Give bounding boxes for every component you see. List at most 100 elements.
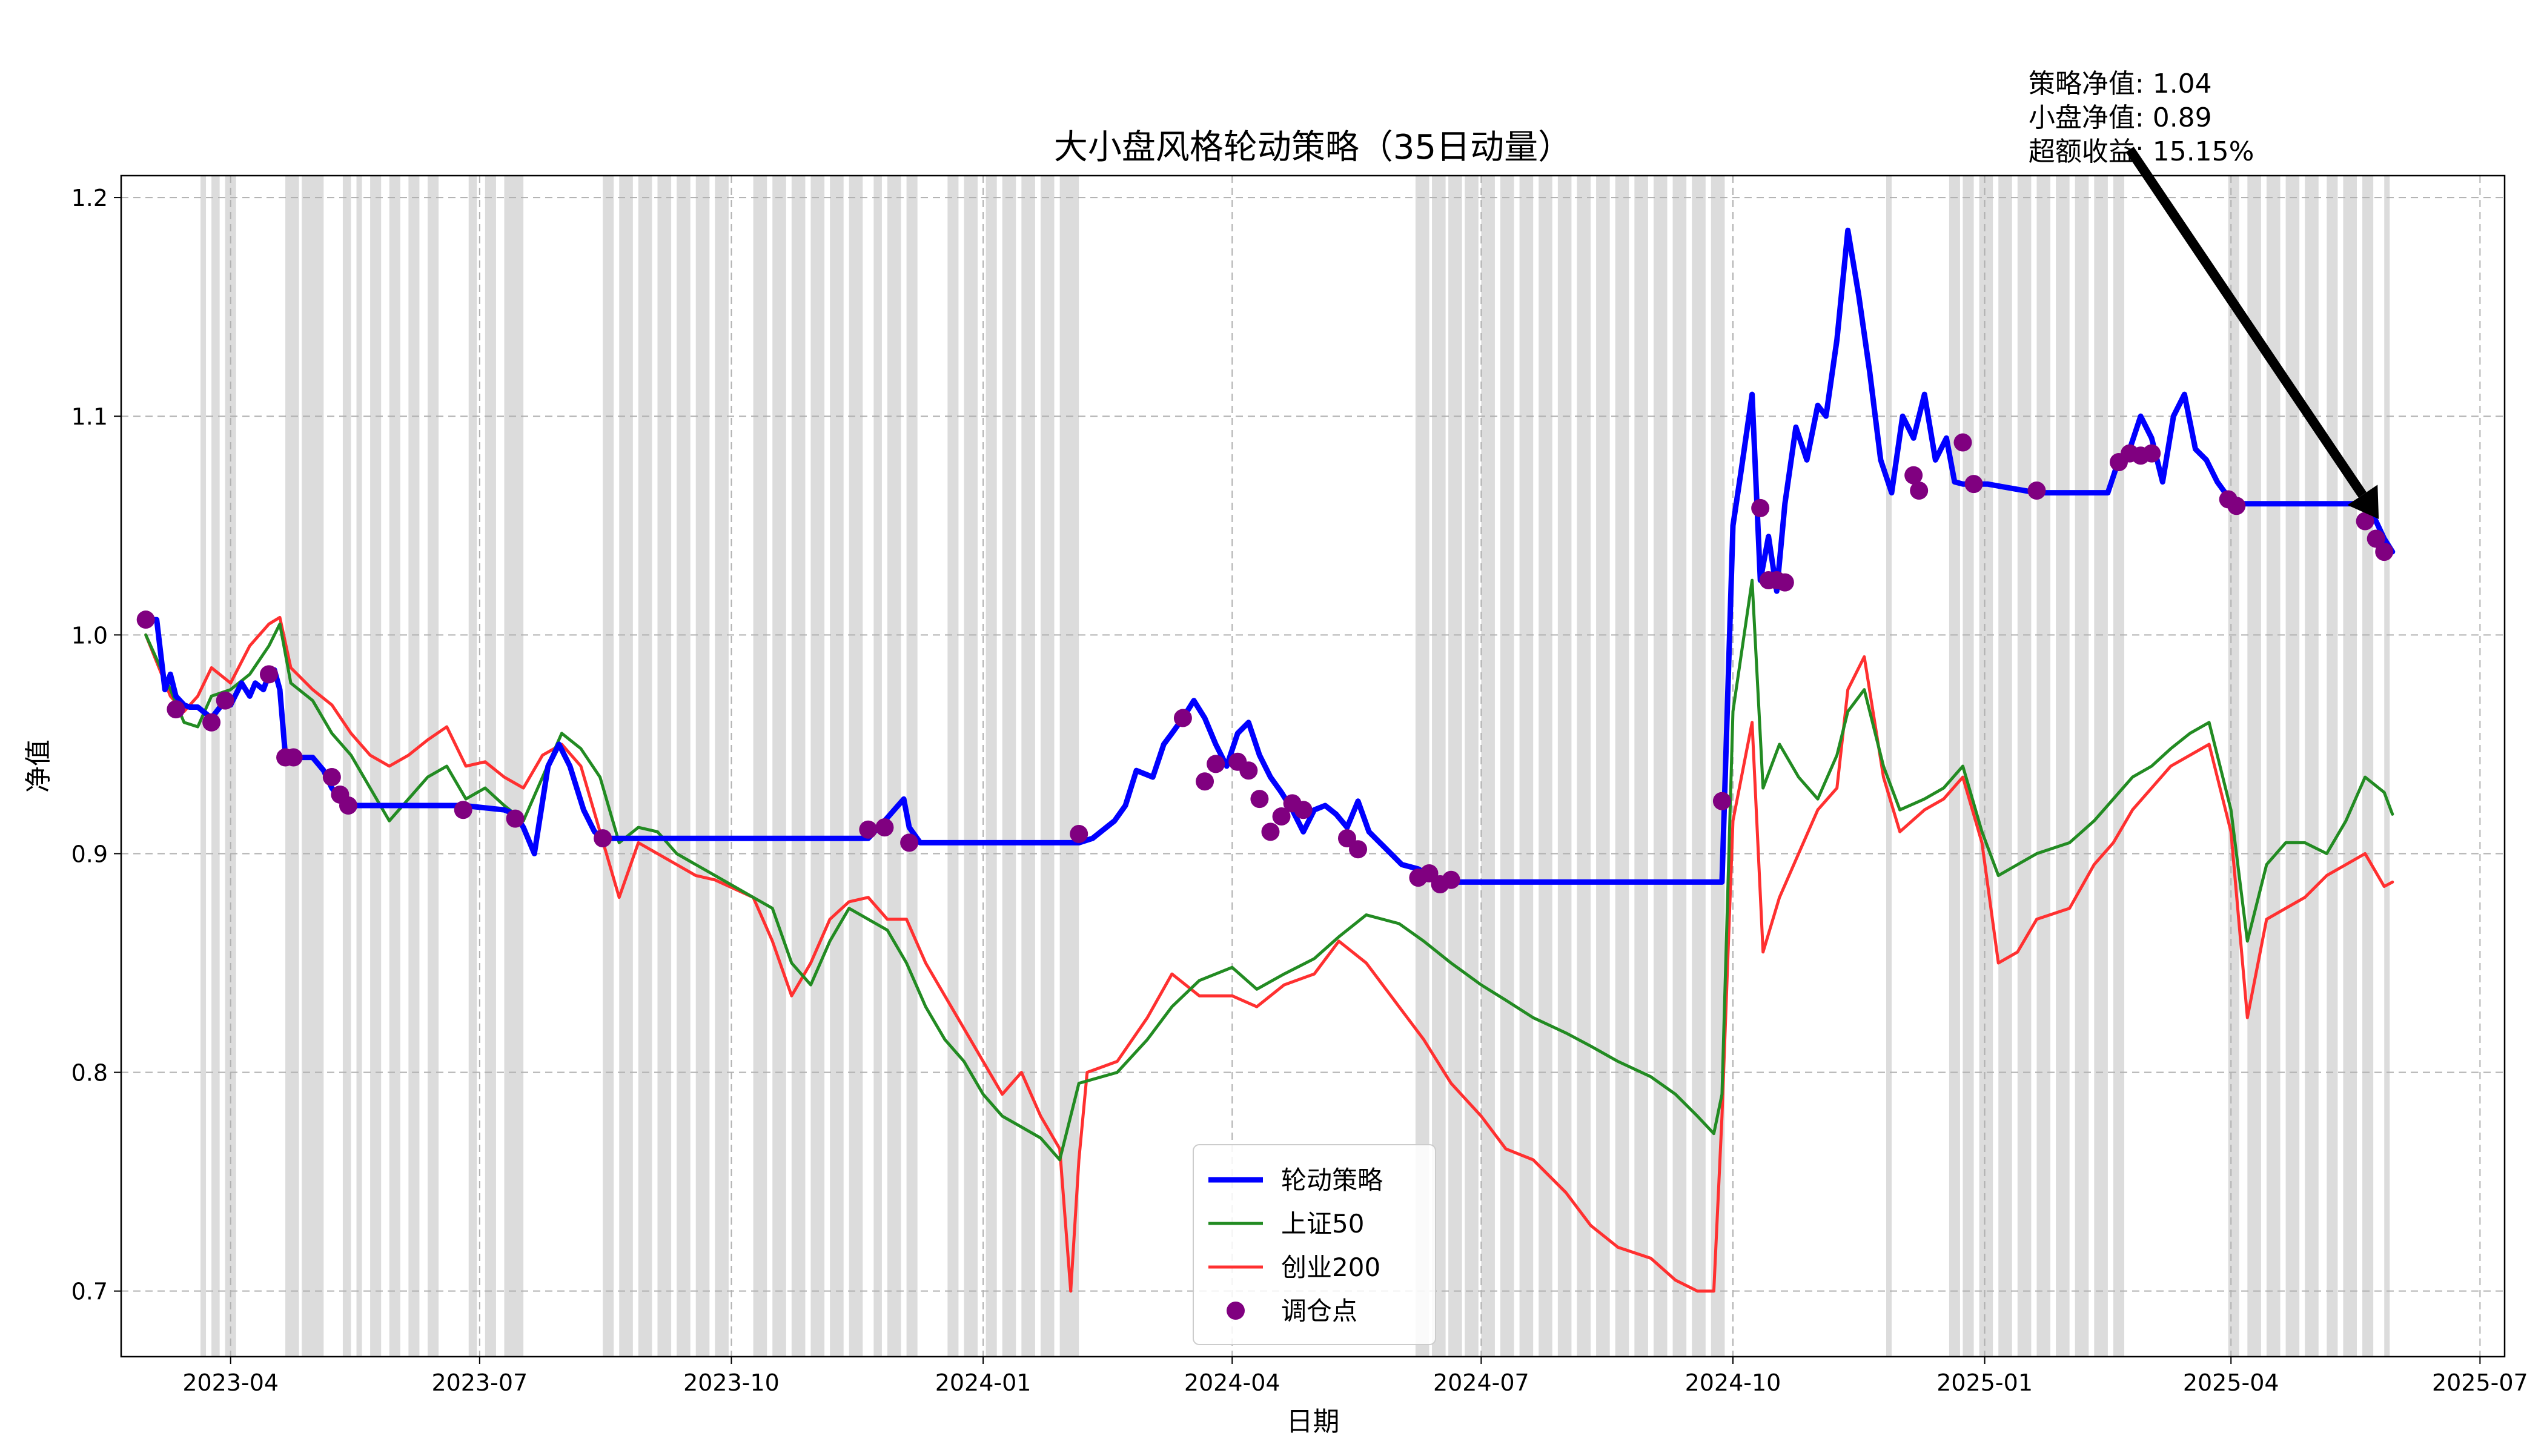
rebalance-point <box>594 829 612 848</box>
shaded-period <box>1692 176 1706 1357</box>
legend-label: 创业200 <box>1281 1252 1380 1282</box>
shaded-period <box>791 176 806 1357</box>
rebalance-point <box>216 691 234 710</box>
rebalance-point <box>167 700 185 719</box>
shaded-period <box>947 176 959 1357</box>
rebalance-point <box>136 611 155 629</box>
rebalance-point <box>506 809 525 828</box>
annotation-arrow-head <box>2347 485 2379 519</box>
shaded-period <box>1577 176 1591 1357</box>
shaded-period <box>1672 176 1687 1357</box>
rebalance-point <box>1775 573 1794 592</box>
y-tick-label: 0.9 <box>71 841 108 867</box>
chinext200-line <box>144 615 2394 1293</box>
annotation-arrow-shaft <box>2125 147 2367 498</box>
shaded-period <box>964 176 978 1357</box>
rebalance-point <box>284 748 303 767</box>
shaded-period <box>887 176 901 1357</box>
shaded-period <box>370 176 382 1357</box>
rebalance-point <box>1196 772 1214 791</box>
shaded-period <box>2228 176 2239 1357</box>
shaded-period <box>356 176 362 1357</box>
shaded-period <box>1002 176 1016 1357</box>
rebalance-point <box>900 833 919 852</box>
rebalance-point <box>1207 755 1225 773</box>
rebalance-point <box>859 820 878 839</box>
shaded-period <box>1500 176 1514 1357</box>
shaded-period <box>389 176 400 1357</box>
annotation-line: 策略净值: 1.04 <box>2029 68 2212 99</box>
shaded-period <box>225 176 236 1357</box>
rebalance-point <box>2227 497 2246 515</box>
shaded-period <box>1432 176 1446 1357</box>
shaded-period <box>695 176 710 1357</box>
legend-swatch <box>1227 1302 1245 1320</box>
shaded-period <box>2036 176 2051 1357</box>
shaded-period <box>1653 176 1668 1357</box>
shaded-period <box>1998 176 2012 1357</box>
rebalance-point <box>1712 792 1731 810</box>
rebalance-point <box>875 818 894 837</box>
x-tick-label: 2024-01 <box>935 1369 1032 1396</box>
rebalance-point <box>339 796 357 815</box>
shaded-period <box>1557 176 1572 1357</box>
rebalance-point <box>1173 709 1192 727</box>
shaded-period <box>603 176 614 1357</box>
shaded-period <box>906 176 918 1357</box>
shaded-period <box>2094 176 2108 1357</box>
y-axis-label: 净值 <box>23 740 54 793</box>
shaded-period <box>504 176 524 1357</box>
x-axis-label: 日期 <box>1287 1406 1340 1437</box>
shaded-period <box>2113 176 2125 1357</box>
shaded-period <box>1979 176 1993 1357</box>
shaded-period <box>1539 176 1552 1357</box>
rebalance-point <box>1964 475 1983 494</box>
y-tick-label: 1.2 <box>71 185 108 211</box>
rebalance-point <box>1442 870 1460 889</box>
shaded-period <box>657 176 672 1357</box>
shaded-period <box>2362 176 2374 1357</box>
rebalance-point <box>1070 824 1088 843</box>
shaded-period <box>427 176 439 1357</box>
shaded-period <box>985 176 997 1357</box>
shaded-period <box>1415 176 1429 1357</box>
rebalance-point <box>1910 481 1929 500</box>
shaded-period <box>677 176 691 1357</box>
rebalance-point <box>2142 444 2161 463</box>
shaded-period <box>715 176 729 1357</box>
plot-frame <box>120 174 2506 1358</box>
rebalance-point <box>1250 790 1269 809</box>
rebalance-point <box>2375 543 2394 561</box>
rebalance-point <box>454 801 472 819</box>
shaded-period <box>1949 176 1960 1357</box>
rebalance-point <box>202 713 221 732</box>
shaded-period <box>1465 176 1479 1357</box>
shaded-period <box>1711 176 1725 1357</box>
shaded-period <box>2285 176 2300 1357</box>
legend-box <box>1193 1144 1436 1345</box>
shaded-period <box>873 176 882 1357</box>
x-tick-label: 2024-10 <box>1685 1369 1781 1396</box>
shaded-period <box>772 176 786 1357</box>
shaded-period <box>1519 176 1534 1357</box>
rebalance-markers <box>136 433 2394 893</box>
legend-label: 调仓点 <box>1281 1296 1357 1326</box>
y-tick-label: 0.8 <box>71 1060 108 1087</box>
annotation-line: 小盘净值: 0.89 <box>2029 102 2212 133</box>
shaded-period <box>1448 176 1462 1357</box>
shaded-period <box>1059 176 1079 1357</box>
shaded-period <box>468 176 477 1357</box>
shaded-period <box>638 176 652 1357</box>
shaded-period <box>1886 176 1892 1357</box>
shaded-period <box>342 176 351 1357</box>
rebalance-point <box>259 665 278 684</box>
x-tick-label: 2023-07 <box>431 1369 528 1396</box>
rebalance-point <box>1239 761 1258 780</box>
shaded-period <box>2384 176 2390 1357</box>
shaded-period <box>1040 176 1055 1357</box>
shaded-period <box>1963 176 1974 1357</box>
rebalance-point <box>1349 840 1368 859</box>
shaded-period <box>211 176 220 1357</box>
y-tick-label: 1.0 <box>71 622 108 649</box>
